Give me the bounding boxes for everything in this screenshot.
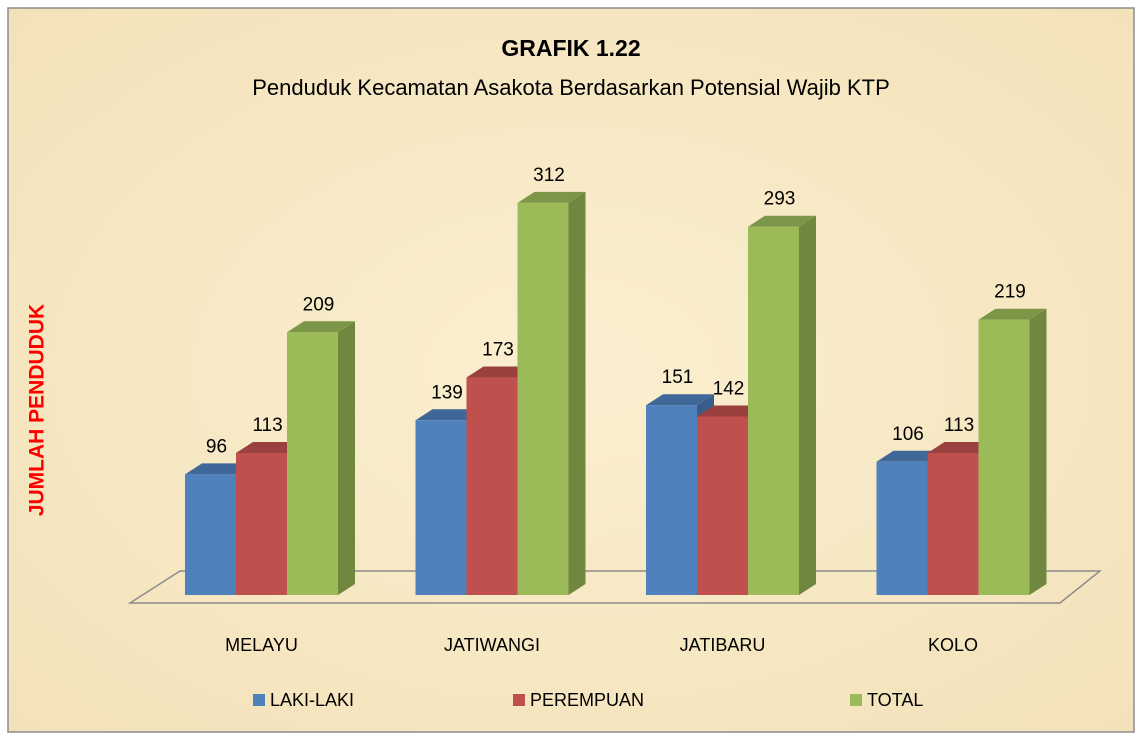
bar-side (1029, 308, 1047, 595)
floor (127, 570, 1103, 604)
bar-side (799, 215, 816, 595)
data-label: 142 (713, 379, 745, 400)
data-label: 113 (944, 415, 974, 436)
data-label: 312 (533, 165, 565, 186)
bar-top (287, 321, 355, 333)
data-label: 293 (764, 189, 796, 210)
legend-label: PEREMPUAN (530, 690, 644, 710)
chart-title: GRAFIK 1.22 (501, 35, 640, 61)
bar-top (646, 394, 714, 406)
bar (646, 405, 697, 595)
bar (236, 452, 287, 595)
bar (415, 420, 467, 595)
bar-top (978, 308, 1047, 320)
legend-swatch (253, 694, 265, 706)
y-axis-label: JUMLAH PENDUDUK (26, 304, 49, 516)
legend-label: TOTAL (867, 690, 923, 710)
x-tick-label: KOLO (928, 635, 978, 655)
data-label: 173 (482, 340, 514, 361)
legend-swatch (513, 694, 525, 706)
data-label: 113 (252, 415, 282, 436)
bar-side (568, 191, 586, 596)
bar (287, 332, 338, 595)
data-label: 209 (303, 294, 335, 315)
bar (466, 377, 518, 595)
bar (185, 474, 236, 595)
data-label: 139 (431, 382, 463, 403)
data-label: 106 (892, 424, 924, 445)
data-label: 219 (994, 282, 1026, 303)
bar (748, 226, 799, 595)
bar-top (517, 191, 586, 203)
data-label: 151 (662, 367, 694, 388)
x-tick-label: JATIWANGI (444, 635, 540, 655)
chart-subtitle: Penduduk Kecamatan Asakota Berdasarkan P… (252, 75, 890, 100)
bar (927, 452, 979, 595)
bar (697, 416, 748, 595)
bar-side (338, 321, 355, 595)
x-tick-label: JATIBARU (680, 635, 766, 655)
bar-top (748, 215, 816, 227)
x-tick-label: MELAYU (225, 635, 298, 655)
legend-swatch (850, 694, 862, 706)
bar (978, 319, 1030, 595)
data-label: 96 (206, 436, 227, 457)
bar (517, 202, 569, 596)
legend-label: LAKI-LAKI (270, 690, 354, 710)
bar (876, 461, 928, 595)
